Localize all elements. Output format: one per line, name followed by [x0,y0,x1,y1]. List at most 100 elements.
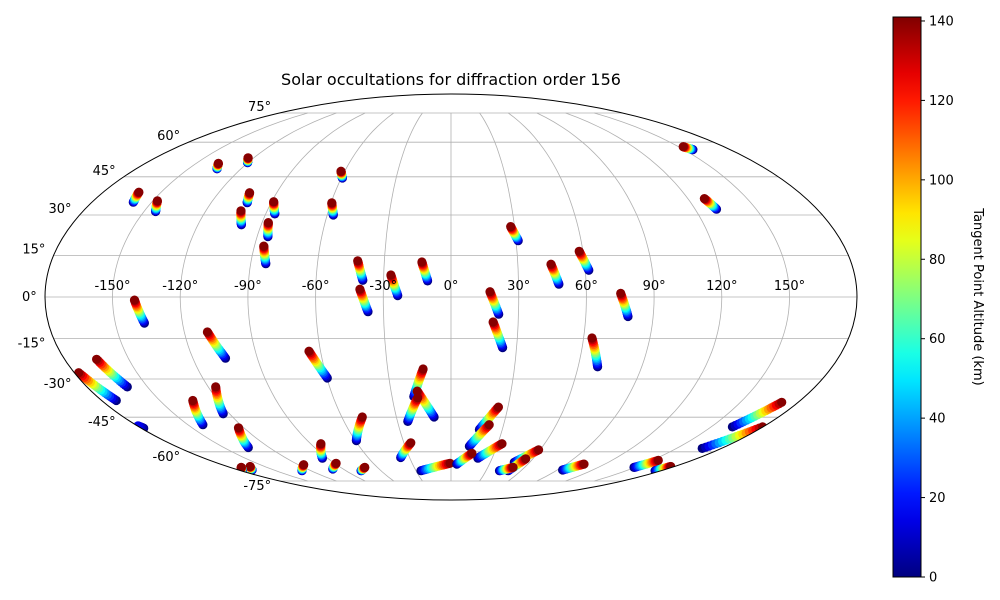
occultation-track [328,458,341,474]
occultation-track [699,194,722,214]
occultation-track [494,462,518,476]
occultation-track [242,188,255,208]
longitude-gridline [247,112,366,482]
track-point [699,194,710,204]
longitude-gridline [382,112,423,482]
longitude-gridline [536,112,655,482]
track-point [299,460,309,470]
track-point [327,198,337,208]
track-point [587,333,597,343]
track-point [243,153,253,163]
latitude-tick-label: 15° [22,242,45,257]
occultation-track [211,382,228,419]
track-point [484,420,494,430]
occultation-track [485,287,504,319]
map-outline [44,93,858,501]
track-point [616,288,626,298]
track-point [233,423,244,433]
track-point [304,346,314,356]
track-point [488,317,498,327]
track-point [534,445,544,455]
track-point [259,241,269,251]
occultation-track [355,284,373,317]
latitude-tick-label: 0° [22,290,37,305]
longitude-gridline [315,112,394,482]
track-point [406,438,416,448]
track-point [506,222,516,232]
track-point [355,284,365,294]
occultation-track [403,393,423,426]
longitude-gridline [508,112,587,482]
colorbar-tick-label: 20 [929,491,946,506]
track-point [497,439,507,449]
occultation-track [412,386,439,422]
track-point [412,386,422,396]
occultation-track [92,354,132,392]
colorbar: 0 20 40 60 80 100 120 140 Tangent Point Altitud… [892,15,985,586]
track-point [653,455,663,465]
track-point [777,397,787,407]
occultation-track [212,158,223,174]
track-point [336,166,346,176]
occultation-track [452,448,477,469]
longitude-tick-label: -30° [369,279,397,294]
longitude-tick-label: 90° [643,279,666,294]
colorbar-label: Tangent Point Altitude (km) [970,207,985,385]
longitude-tick-label: 60° [575,279,598,294]
latitude-tick-label: -45° [88,415,116,430]
track-point [188,395,198,406]
longitude-tick-label: 30° [507,279,530,294]
occultation-track [259,241,271,269]
track-point [211,382,221,392]
track-point [360,462,370,472]
track-point [413,393,423,403]
occultation-track [188,395,208,430]
occultation-track [128,187,144,207]
occultation-track [202,327,231,363]
occultation-track [629,455,663,472]
track-point [92,354,102,364]
track-point [493,402,503,412]
track-point [316,439,326,449]
occultation-track [336,166,347,183]
latitude-tick-label: 60° [157,129,180,144]
occultation-track [464,420,494,451]
track-point [546,259,556,269]
track-point [74,368,84,378]
track-point [485,287,495,297]
track-point [263,218,273,228]
occultation-track [263,218,273,242]
longitude-tick-label: -60° [302,279,330,294]
occultation-track [473,439,507,463]
occultation-track [243,153,253,168]
occultation-track [488,317,508,353]
occultation-track [386,270,403,301]
track-point [331,458,341,468]
occultation-track [416,458,455,476]
occultation-track [269,197,280,219]
longitude-tick-label: 120° [706,279,737,294]
track-point [417,257,427,267]
track-point [134,187,144,197]
track-point [445,458,455,468]
occultation-track [506,222,523,246]
track-point [386,270,396,280]
occultation-track [236,206,246,230]
latitude-tick-label: -75° [243,479,271,494]
track-point [152,196,162,206]
occultation-track [316,439,327,463]
track-point [353,256,363,266]
occultation-track [353,256,368,285]
occultation-track [396,438,416,463]
track-point [521,454,531,464]
longitude-tick-label: -120° [162,279,198,294]
latitude-tick-labels: -75° -60° -45° -30° -15° 0° 15° 30° 45° 60° 75° [18,100,271,494]
occultation-track [236,462,247,475]
occultation-track [727,397,787,432]
colorbar-tick-label: 0 [929,571,937,586]
occultation-track [327,198,338,220]
track-point [245,461,255,472]
longitude-tick-label: 150° [774,279,805,294]
latitude-tick-label: 75° [248,100,271,115]
occultation-track [151,196,162,217]
